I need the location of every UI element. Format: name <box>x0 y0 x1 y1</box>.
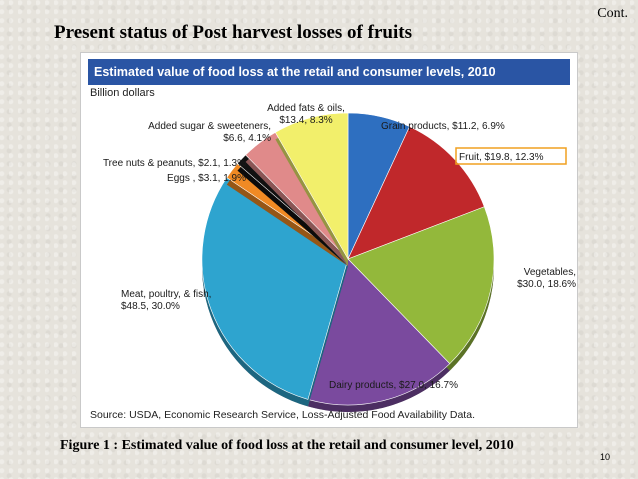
unit-label: Billion dollars <box>90 87 155 99</box>
chart-title: Estimated value of food loss at the reta… <box>88 59 570 85</box>
slide-title: Present status of Post harvest losses of… <box>54 22 412 43</box>
pie-slice-meat-poultry-fish <box>201 177 349 400</box>
chart-source: Source: USDA, Economic Research Service,… <box>90 409 475 421</box>
slice-label-eggs: Eggs , $3.1, 1.9% <box>167 173 246 184</box>
slice-label-fruit: Fruit, $19.8, 12.3% <box>459 152 544 163</box>
slice-label-tree-nuts-peanuts: Tree nuts & peanuts, $2.1, 1.3% <box>103 158 246 169</box>
figure-caption: Figure 1 : Estimated value of food loss … <box>60 438 514 453</box>
pie-slice-added-fats-oils <box>274 112 349 261</box>
pie-slice-dairy-products <box>307 258 451 406</box>
page-number: 10 <box>600 452 611 462</box>
slice-label-meat-poultry-fish: Meat, poultry, & fish, $48.5, 30.0% <box>121 289 211 312</box>
pie-slice-vegetables <box>347 206 495 365</box>
pie-slice-rim-tree-nuts-peanuts <box>237 161 348 266</box>
chart-panel: Estimated value of food loss at the reta… <box>80 52 578 428</box>
slice-label-vegetables: Vegetables, $30.0, 18.6% <box>517 267 576 290</box>
highlight-box-fruit <box>455 147 567 165</box>
slice-label-dairy-products: Dairy products, $27.0, 16.7% <box>329 380 458 391</box>
slice-label-added-sugar-sweeteners: Added sugar & sweeteners, $6.6, 4.1% <box>148 121 271 144</box>
pie-slice-fruit <box>347 126 485 260</box>
pie-chart: Grain products, $11.2, 6.9% Fruit, $19.8,… <box>103 103 576 412</box>
slice-label-grain-products: Grain products, $11.2, 6.9% <box>381 121 505 132</box>
continued-label: Cont. <box>597 6 628 21</box>
slice-label-added-fats-oils: Added fats & oils, $13.4, 8.3% <box>267 103 345 126</box>
